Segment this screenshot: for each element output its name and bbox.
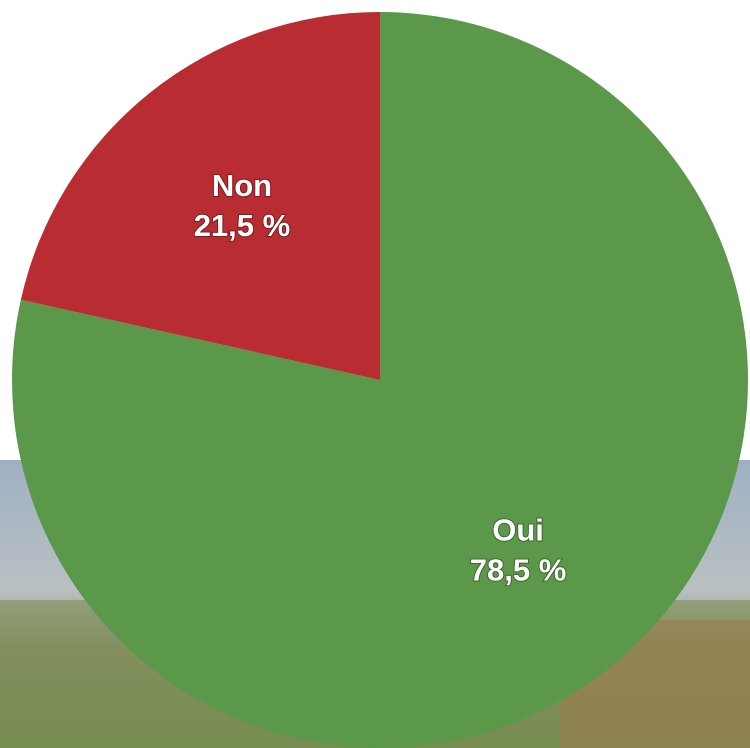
pie-slice — [12, 12, 748, 748]
slice-value-label: 21,5 % — [194, 208, 291, 243]
slice-category-label: Oui — [492, 513, 544, 548]
slice-category-label: Non — [212, 168, 272, 203]
pie-slice — [20, 12, 380, 380]
slice-value-label: 78,5 % — [470, 553, 567, 588]
